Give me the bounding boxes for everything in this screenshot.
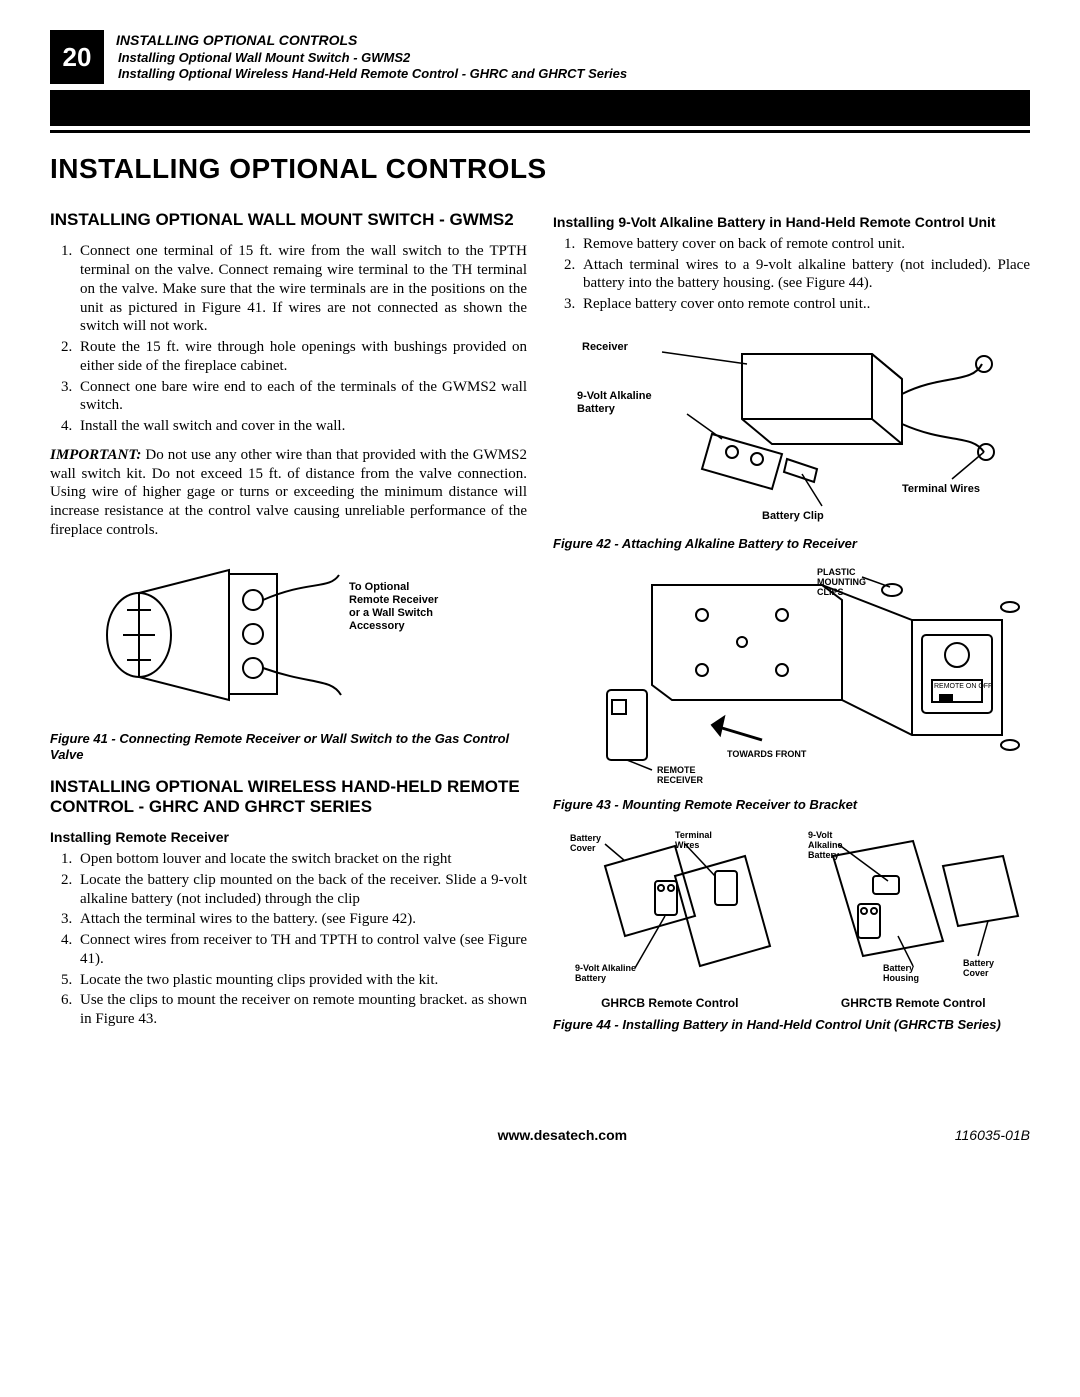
remote-ghrcb-icon: BatteryCover TerminalWires 9-Volt Alkali…: [565, 826, 775, 986]
main-title: INSTALLING OPTIONAL CONTROLS: [50, 151, 1030, 186]
fig43-label-front: TOWARDS FRONT: [727, 749, 807, 759]
section-heading-ghrc: INSTALLING OPTIONAL WIRELESS HAND-HELD R…: [50, 777, 527, 818]
fig44-label-cover: BatteryCover: [570, 833, 601, 853]
receiver-steps: Open bottom louver and locate the switch…: [50, 850, 527, 1029]
figure-41-caption: Figure 41 - Connecting Remote Receiver o…: [50, 731, 527, 762]
handheld-steps: Remove battery cover on back of remote c…: [553, 235, 1030, 314]
list-item: Route the 15 ft. wire through hole openi…: [76, 338, 527, 376]
footer-url: www.desatech.com: [170, 1127, 955, 1145]
receiver-battery-diagram-icon: Receiver 9-Volt Alkaline Battery Termina…: [572, 324, 1012, 524]
figure-44: BatteryCover TerminalWires 9-Volt Alkali…: [553, 826, 1030, 1011]
black-bar: [50, 90, 1030, 126]
list-item: Connect one terminal of 15 ft. wire from…: [76, 242, 527, 336]
list-item: Attach terminal wires to a 9-volt alkali…: [579, 256, 1030, 294]
valve-diagram-icon: To Optional Remote Receiver or a Wall Sw…: [79, 550, 499, 720]
list-item: Install the wall switch and cover in the…: [76, 417, 527, 436]
important-note: IMPORTANT: Do not use any other wire tha…: [50, 446, 527, 540]
figure-43-caption: Figure 43 - Mounting Remote Receiver to …: [553, 797, 1030, 813]
fig44-label-terminal: TerminalWires: [675, 830, 712, 850]
list-item: Locate the battery clip mounted on the b…: [76, 871, 527, 909]
bracket-diagram-icon: PLASTIC MOUNTING CLIPS REMOTE ON OFF TOW…: [562, 565, 1022, 785]
remote-a-label: GHRCB Remote Control: [553, 996, 787, 1011]
fig44-label-batt: 9-Volt AlkalineBattery: [575, 963, 636, 983]
right-column: Installing 9-Volt Alkaline Battery in Ha…: [553, 210, 1030, 1047]
list-item: Attach the terminal wires to the battery…: [76, 910, 527, 929]
list-item: Use the clips to mount the receiver on r…: [76, 991, 527, 1029]
fig43-label-switch: REMOTE ON OFF: [934, 683, 992, 690]
subsection-handheld-battery: Installing 9-Volt Alkaline Battery in Ha…: [553, 214, 1030, 231]
fig42-label-terminal: Terminal Wires: [902, 483, 980, 495]
subsection-receiver: Installing Remote Receiver: [50, 829, 527, 846]
figure-44-caption: Figure 44 - Installing Battery in Hand-H…: [553, 1017, 1030, 1033]
page-number: 20: [63, 41, 92, 74]
fig44-label-cover2: BatteryCover: [963, 958, 994, 978]
section-heading-gwms2: INSTALLING OPTIONAL WALL MOUNT SWITCH - …: [50, 210, 527, 230]
page-number-box: 20: [50, 30, 104, 84]
fig44-label-batt2: 9-VoltAlkalineBattery: [808, 830, 843, 860]
list-item: Connect wires from receiver to TH and TP…: [76, 931, 527, 969]
list-item: Locate the two plastic mounting clips pr…: [76, 971, 527, 990]
remote-ghrctb-icon: 9-VoltAlkalineBattery BatteryHousing Bat…: [803, 826, 1023, 986]
fig42-label-receiver: Receiver: [582, 341, 629, 353]
header-line-3: Installing Optional Wireless Hand-Held R…: [116, 66, 627, 82]
footer-doc-id: 116035-01B: [955, 1127, 1030, 1145]
ghrcb-panel: BatteryCover TerminalWires 9-Volt Alkali…: [553, 826, 787, 1011]
important-label: IMPORTANT:: [50, 447, 141, 463]
fig42-label-battery: 9-Volt Alkaline Battery: [577, 390, 655, 415]
header-line-2: Installing Optional Wall Mount Switch - …: [116, 50, 627, 66]
fig43-label-recv: REMOTE RECEIVER: [657, 765, 704, 785]
list-item: Remove battery cover on back of remote c…: [579, 235, 1030, 254]
fig42-label-clip: Battery Clip: [762, 510, 824, 522]
page-header: 20 INSTALLING OPTIONAL CONTROLS Installi…: [50, 30, 1030, 84]
ghrctb-panel: 9-VoltAlkalineBattery BatteryHousing Bat…: [797, 826, 1031, 1011]
two-column-layout: INSTALLING OPTIONAL WALL MOUNT SWITCH - …: [50, 210, 1030, 1047]
figure-43: PLASTIC MOUNTING CLIPS REMOTE ON OFF TOW…: [553, 565, 1030, 791]
list-item: Open bottom louver and locate the switch…: [76, 850, 527, 869]
page-footer: www.desatech.com 116035-01B: [50, 1127, 1030, 1145]
remote-b-label: GHRCTB Remote Control: [797, 996, 1031, 1011]
list-item: Replace battery cover onto remote contro…: [579, 295, 1030, 314]
figure-42: Receiver 9-Volt Alkaline Battery Termina…: [553, 324, 1030, 530]
header-titles: INSTALLING OPTIONAL CONTROLS Installing …: [104, 32, 627, 82]
header-line-1: INSTALLING OPTIONAL CONTROLS: [116, 32, 627, 50]
left-column: INSTALLING OPTIONAL WALL MOUNT SWITCH - …: [50, 210, 527, 1047]
horizontal-rule: [50, 130, 1030, 133]
fig41-side-label: To Optional Remote Receiver or a Wall Sw…: [349, 581, 441, 632]
figure-42-caption: Figure 42 - Attaching Alkaline Battery t…: [553, 536, 1030, 552]
gwms2-steps: Connect one terminal of 15 ft. wire from…: [50, 242, 527, 436]
fig44-label-housing: BatteryHousing: [883, 963, 919, 983]
figure-41: To Optional Remote Receiver or a Wall Sw…: [50, 550, 527, 726]
list-item: Connect one bare wire end to each of the…: [76, 378, 527, 416]
fig43-label-clips: PLASTIC MOUNTING CLIPS: [817, 567, 869, 597]
